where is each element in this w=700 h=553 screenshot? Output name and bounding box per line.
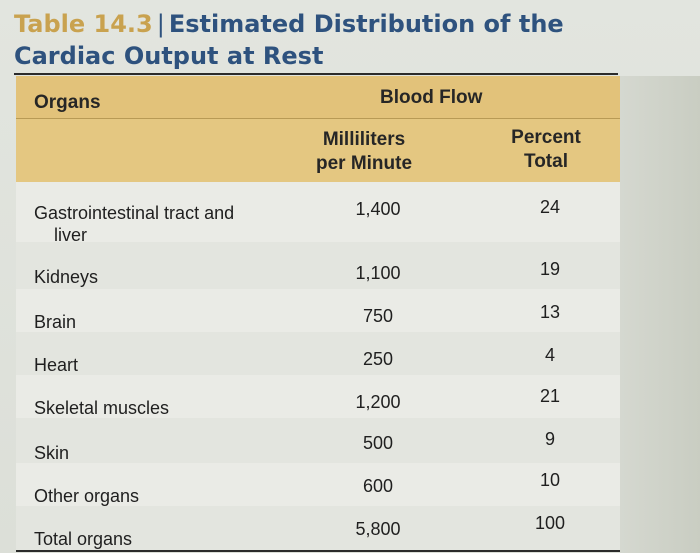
pct-cell: 4 [544,345,555,365]
pct-cell: 100 [534,513,566,533]
ml-header-line-2: per Minute [315,153,413,174]
organ-cell: Other organs [34,486,140,506]
organ-name-line-2: liver [54,225,88,245]
organ-cell: Brain [34,312,77,332]
table-row: Other organs 600 10 [16,463,620,506]
table-row: Skin 500 9 [16,418,620,463]
column-header-blood-flow: Blood Flow [380,87,483,108]
organ-cell: Kidneys [34,267,99,287]
title-line-2: Cardiac Output at Rest [14,40,694,72]
ml-cell: 1,200 [355,392,401,412]
data-table: Organs Blood Flow Milliliters per Minute… [16,76,620,552]
pct-cell: 13 [539,302,561,322]
pct-cell: 9 [544,429,555,449]
bottom-rule [16,550,620,552]
pct-cell: 10 [539,470,561,490]
column-header-milliliters: Milliliters per Minute [304,128,424,176]
organ-cell: Skin [34,443,70,463]
table-row: Heart 250 4 [16,332,620,375]
pct-header-line-2: Total [524,151,568,172]
table-row: Total organs 5,800 100 [16,506,620,550]
ml-cell: 250 [362,349,394,369]
title-text-line-1: Estimated Distribution of the [168,10,564,38]
title-separator: | [156,10,165,38]
table-row: Gastrointestinal tract and liver 1,400 2… [16,182,620,245]
table-row: Skeletal muscles 1,200 21 [16,375,620,418]
page-margin [620,76,700,553]
organ-cell: Total organs [34,529,133,549]
ml-cell: 1,100 [355,263,401,283]
pct-cell: 21 [539,386,561,406]
table-row: Brain 750 13 [16,289,620,332]
organ-cell: Gastrointestinal tract and liver [34,202,284,246]
ml-cell: 600 [362,476,394,496]
organ-name-line-1: Gastrointestinal tract and [34,203,235,223]
header-rule [16,118,620,119]
organ-cell: Skeletal muscles [34,398,170,418]
ml-header-line-1: Milliliters [322,129,406,150]
column-header-percent: Percent Total [494,126,598,174]
table-row: Kidneys 1,100 19 [16,242,620,289]
organ-cell: Heart [34,355,79,375]
pct-cell: 24 [539,197,561,217]
pct-header-line-1: Percent [511,127,581,148]
title-rule [14,73,618,75]
table-title: Table 14.3 | Estimated Distribution of the… [14,8,694,72]
table-number: Table 14.3 [14,10,153,38]
title-line-1: Table 14.3 | Estimated Distribution of the [14,8,694,40]
ml-cell: 500 [362,433,394,453]
ml-cell: 5,800 [355,519,401,539]
column-header-organs: Organs [34,92,101,113]
subheader-band [16,119,620,182]
ml-cell: 1,400 [355,199,401,219]
ml-cell: 750 [362,306,394,326]
title-text-line-2: Cardiac Output at Rest [14,42,324,70]
pct-cell: 19 [539,259,561,279]
